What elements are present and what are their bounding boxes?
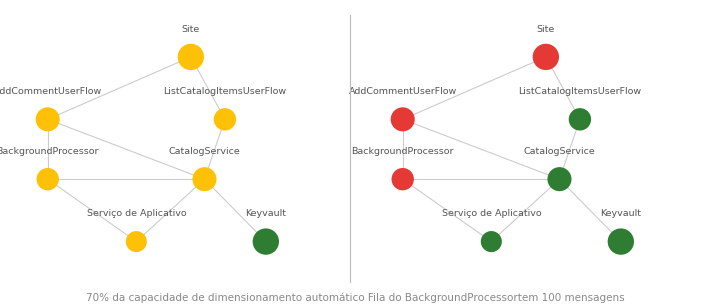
Point bbox=[260, 239, 271, 244]
Point bbox=[219, 117, 231, 122]
Text: Serviço de Aplicativo: Serviço de Aplicativo bbox=[87, 209, 186, 218]
Text: BackgroundProcessor: BackgroundProcessor bbox=[351, 147, 454, 156]
Text: AddCommentUserFlow: AddCommentUserFlow bbox=[349, 87, 457, 96]
Point bbox=[42, 117, 53, 122]
Point bbox=[131, 239, 142, 244]
Text: ListCatalogItemsUserFlow: ListCatalogItemsUserFlow bbox=[518, 87, 642, 96]
Point bbox=[540, 54, 552, 59]
Point bbox=[554, 177, 565, 182]
Text: CatalogService: CatalogService bbox=[168, 147, 241, 156]
Text: Site: Site bbox=[182, 24, 200, 34]
Point bbox=[615, 239, 626, 244]
Text: CatalogService: CatalogService bbox=[523, 147, 596, 156]
Point bbox=[574, 117, 586, 122]
Text: AddCommentUserFlow: AddCommentUserFlow bbox=[0, 87, 102, 96]
Point bbox=[199, 177, 210, 182]
Point bbox=[397, 177, 408, 182]
Text: Site: Site bbox=[537, 24, 555, 34]
Text: Keyvault: Keyvault bbox=[246, 209, 286, 218]
Point bbox=[185, 54, 197, 59]
Point bbox=[397, 117, 408, 122]
Text: Keyvault: Keyvault bbox=[601, 209, 641, 218]
Text: 70% da capacidade de dimensionamento automático Fila do BackgroundProcessortem 1: 70% da capacidade de dimensionamento aut… bbox=[86, 293, 624, 303]
Point bbox=[42, 177, 53, 182]
Text: BackgroundProcessor: BackgroundProcessor bbox=[0, 147, 99, 156]
Text: Serviço de Aplicativo: Serviço de Aplicativo bbox=[442, 209, 541, 218]
Text: ListCatalogItemsUserFlow: ListCatalogItemsUserFlow bbox=[163, 87, 287, 96]
Point bbox=[486, 239, 497, 244]
